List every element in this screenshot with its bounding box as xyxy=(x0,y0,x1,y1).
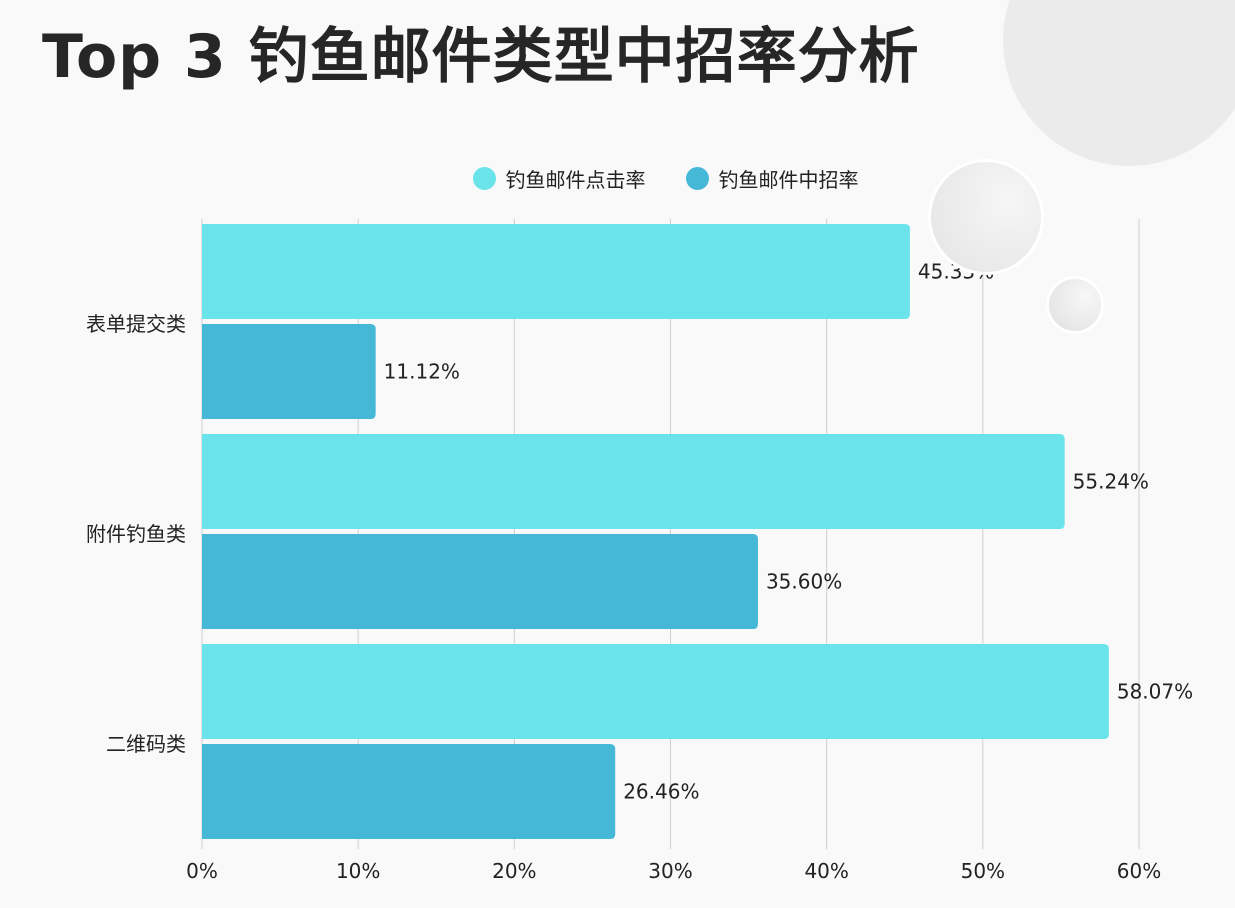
data-label-2-1: 26.46% xyxy=(623,780,699,804)
data-label-2-0: 58.07% xyxy=(1117,680,1193,704)
x-tick-label-30: 30% xyxy=(648,859,692,883)
chart-legend: 钓鱼邮件点击率 钓鱼邮件中招率 xyxy=(0,164,1235,193)
x-tick-label-60: 60% xyxy=(1117,859,1161,883)
data-label-1-0: 55.24% xyxy=(1073,470,1149,494)
decorative-circle-small xyxy=(1046,276,1104,334)
x-tick-label-40: 40% xyxy=(804,859,848,883)
legend-item-hit-rate[interactable]: 钓鱼邮件中招率 xyxy=(685,164,859,193)
category-label-2: 二维码类 xyxy=(106,732,186,756)
bar-0-1 xyxy=(202,324,376,419)
legend-swatch-hit-rate xyxy=(685,167,709,190)
decorative-circle-medium xyxy=(928,159,1044,275)
bar-0-0 xyxy=(202,224,910,319)
data-label-1-1: 35.60% xyxy=(766,570,842,594)
page-title: Top 3 钓鱼邮件类型中招率分析 xyxy=(42,22,920,92)
x-tick-label-10: 10% xyxy=(336,859,380,883)
category-label-0: 表单提交类 xyxy=(86,312,186,336)
data-label-0-1: 11.12% xyxy=(384,360,460,384)
x-tick-label-20: 20% xyxy=(492,859,536,883)
legend-label-hit-rate: 钓鱼邮件中招率 xyxy=(718,168,859,192)
legend-label-click-rate: 钓鱼邮件点击率 xyxy=(505,168,646,192)
category-label-1: 附件钓鱼类 xyxy=(86,522,186,546)
legend-item-click-rate[interactable]: 钓鱼邮件点击率 xyxy=(472,164,646,193)
x-tick-label-50: 50% xyxy=(961,859,1005,883)
bar-2-0 xyxy=(202,644,1109,739)
bar-1-0 xyxy=(202,434,1065,529)
legend-swatch-click-rate xyxy=(472,167,496,190)
bar-2-1 xyxy=(202,744,616,839)
bar-1-1 xyxy=(202,534,758,629)
x-tick-label-0: 0% xyxy=(186,859,218,883)
